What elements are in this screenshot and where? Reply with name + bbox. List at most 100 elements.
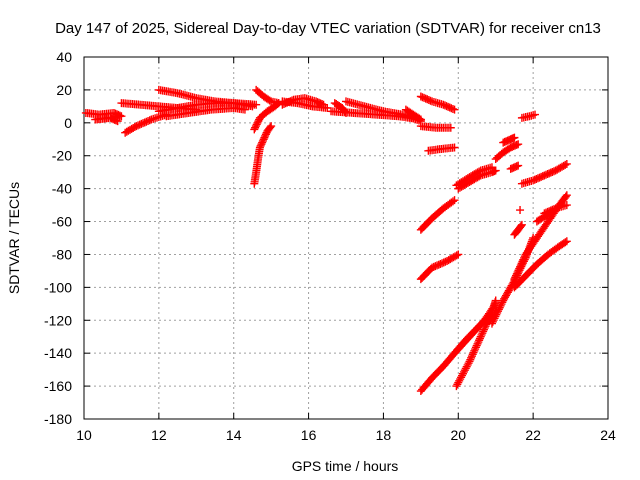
series-arc-32 [510, 220, 526, 239]
data-point-marker [497, 300, 506, 309]
y-tick-label: -100 [44, 279, 72, 295]
series-arc-19 [424, 143, 459, 155]
data-point-marker [512, 269, 521, 278]
data-point-marker [562, 237, 571, 246]
series-arc-33 [516, 206, 525, 215]
data-point-marker [498, 298, 507, 307]
y-tick-label: -80 [52, 246, 72, 262]
data-point-marker [450, 143, 459, 152]
data-point-marker [494, 307, 503, 316]
data-point-marker [561, 238, 570, 247]
series-arc-09 [252, 85, 283, 108]
data-point-marker [113, 117, 122, 126]
series-arc-29 [506, 161, 523, 173]
data-point-marker [274, 99, 283, 108]
data-point-marker [517, 259, 526, 268]
data-point-marker [450, 105, 459, 114]
data-point-marker [467, 353, 476, 362]
data-point-marker [518, 257, 527, 266]
data-point-marker [561, 160, 570, 169]
data-point-marker [470, 346, 479, 355]
data-point-marker [562, 191, 571, 200]
data-point-marker [549, 205, 558, 214]
data-point-marker [459, 367, 468, 376]
data-point-marker [473, 339, 482, 348]
data-point-marker [475, 172, 484, 181]
data-point-marker [145, 116, 154, 125]
data-point-marker [448, 104, 457, 113]
x-tick-label: 10 [76, 427, 92, 443]
x-axis-label: GPS time / hours [292, 458, 399, 474]
x-tick-label: 16 [301, 427, 317, 443]
series-arc-03 [121, 110, 171, 137]
data-point-marker [489, 316, 498, 325]
data-point-marker [490, 314, 499, 323]
series-arc-17 [416, 122, 455, 132]
data-point-marker [510, 133, 519, 142]
data-point-marker [496, 301, 505, 310]
data-point-marker [491, 166, 500, 175]
data-point-marker [460, 366, 469, 375]
data-point-marker [474, 338, 483, 347]
series-arc-16 [416, 92, 459, 114]
data-point-marker [479, 325, 488, 334]
y-tick-label: 20 [56, 82, 72, 98]
series-arc-23 [454, 166, 500, 193]
data-point-marker [240, 105, 249, 114]
data-point-marker [515, 264, 524, 273]
y-axis: 40 20 0 -20 -40 -60 -80 -100 -120 -140 -160 -180 [44, 49, 608, 427]
series-arc-18 [416, 196, 459, 234]
y-tick-label: -180 [44, 411, 72, 427]
data-point-marker [531, 110, 540, 119]
x-tick-label: 14 [226, 427, 242, 443]
data-point-marker [426, 96, 435, 105]
data-point-marker [454, 378, 463, 387]
data-point-marker [450, 196, 459, 205]
plot-frame [83, 56, 609, 420]
data-point-marker [464, 359, 473, 368]
data-point-marker [471, 343, 480, 352]
y-tick-label: -120 [44, 312, 72, 328]
data-point-marker [562, 201, 571, 210]
x-tick-label: 22 [525, 427, 541, 443]
data-point-marker [511, 273, 520, 282]
data-point-marker [516, 262, 525, 271]
data-point-marker [514, 161, 523, 170]
data-point-marker [267, 122, 276, 131]
data-point-marker [479, 327, 488, 336]
data-point-marker [513, 268, 522, 277]
data-point-marker [463, 360, 472, 369]
data-point-marker [510, 275, 519, 284]
data-point-marker [516, 222, 525, 231]
data-point-marker [495, 303, 504, 312]
data-point-marker [458, 369, 467, 378]
data-point-marker [475, 336, 484, 345]
data-point-marker [448, 197, 457, 206]
data-point-marker [494, 305, 503, 314]
data-point-marker [512, 271, 521, 280]
series-arc-30 [510, 237, 571, 292]
data-point-marker [466, 355, 475, 364]
data-point-marker [472, 341, 481, 350]
y-tick-label: -60 [52, 214, 72, 230]
data-point-marker [452, 382, 461, 391]
data-point-marker [458, 371, 467, 380]
data-point-marker [487, 319, 496, 328]
series-arc-11 [278, 97, 332, 113]
x-tick-label: 12 [151, 427, 167, 443]
data-point-marker [452, 251, 461, 260]
data-point-marker [516, 261, 525, 270]
data-point-marker [488, 317, 497, 326]
data-point-marker [453, 380, 462, 389]
series-arc-01 [81, 108, 126, 126]
data-point-marker [514, 266, 523, 275]
y-axis-label: SDTVAR / TECUs [6, 182, 22, 294]
data-point-marker [519, 255, 528, 264]
data-point-marker [252, 100, 261, 109]
series-arc-37 [540, 201, 571, 218]
y-tick-label: -140 [44, 345, 72, 361]
data-point-marker [455, 376, 464, 385]
series-arc-34 [517, 110, 540, 122]
series-arc-28 [499, 133, 519, 147]
